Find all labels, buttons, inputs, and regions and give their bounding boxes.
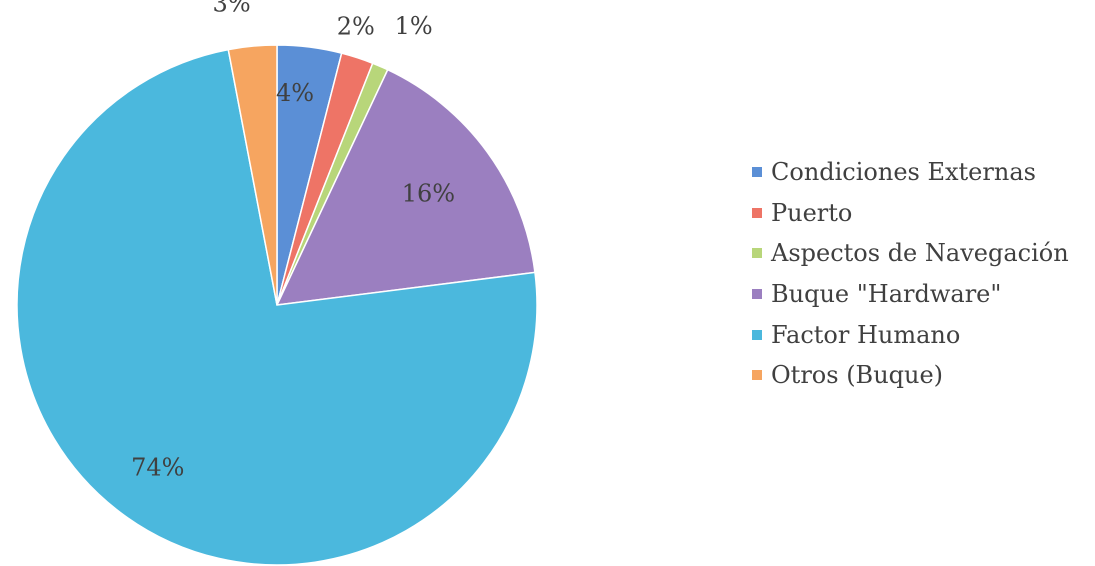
data-label: 4%: [276, 79, 314, 107]
legend-swatch: [752, 167, 762, 178]
pie-data-labels: 4% 2% 1% 16% 74% 3%: [131, 0, 455, 482]
pie-slice-buque-hardware: [275, 68, 536, 306]
data-label: 2%: [337, 12, 375, 40]
legend-label: Buque "Hardware": [771, 280, 1002, 309]
legend-label: Condiciones Externas: [771, 158, 1036, 187]
legend-label: Otros (Buque): [771, 361, 944, 390]
pie-slice-otros-buque: [227, 44, 278, 306]
legend-item: Aspectos de Navegación: [752, 233, 1069, 274]
pie-slice-factor-humano: [16, 48, 538, 566]
pie-slices: [16, 44, 538, 566]
legend-swatch: [752, 289, 762, 300]
legend-swatch: [752, 248, 762, 259]
data-label: 1%: [395, 12, 433, 40]
data-label: 74%: [131, 454, 184, 482]
legend-swatch: [752, 370, 762, 381]
legend-item: Otros (Buque): [752, 355, 1069, 396]
data-label: 3%: [213, 0, 251, 18]
legend-item: Puerto: [752, 193, 1069, 234]
legend-label: Puerto: [771, 198, 853, 227]
chart-legend: Condiciones Externas Puerto Aspectos de Na…: [752, 152, 1069, 396]
legend-label: Factor Humano: [771, 320, 961, 349]
legend-item: Buque "Hardware": [752, 274, 1069, 315]
legend-label: Aspectos de Navegación: [771, 239, 1069, 268]
data-label: 16%: [402, 179, 455, 207]
legend-item: Factor Humano: [752, 314, 1069, 355]
legend-swatch: [752, 329, 762, 340]
legend-swatch: [752, 207, 762, 218]
legend-item: Condiciones Externas: [752, 152, 1069, 193]
